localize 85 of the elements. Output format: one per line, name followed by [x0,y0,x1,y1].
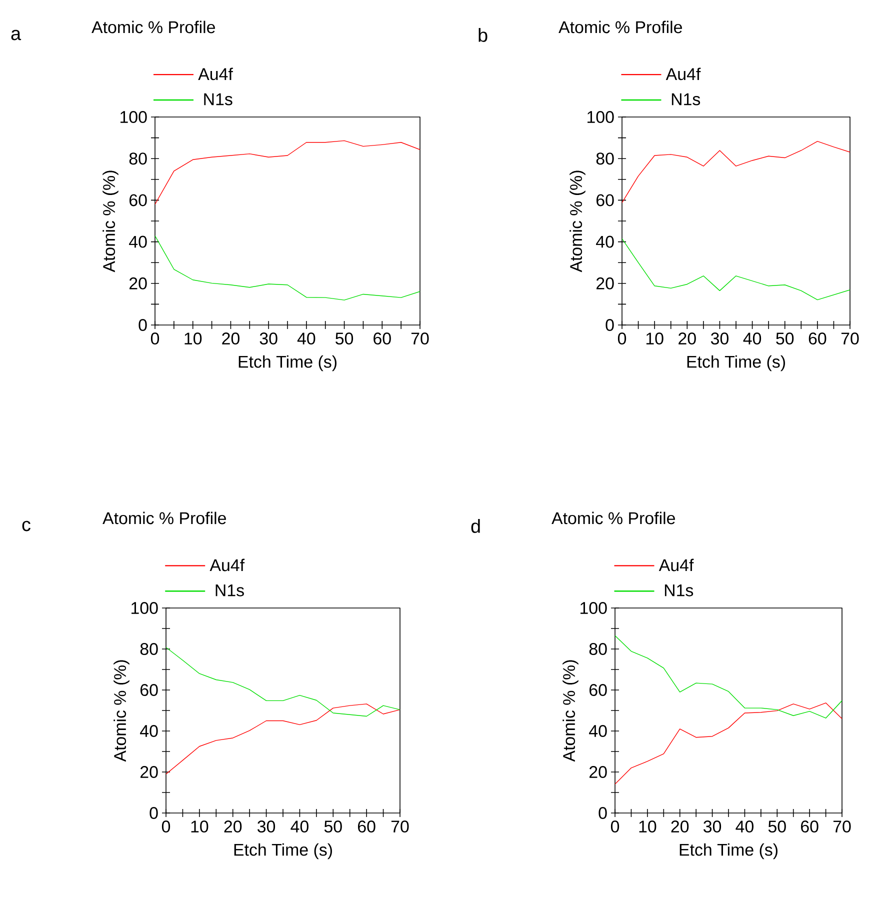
line-series [615,702,842,784]
line-series [155,235,420,300]
y-tick-label: 20 [130,277,147,290]
legend-title: Atomic % Profile [552,512,675,524]
y-tick-label: 0 [606,319,614,332]
chart-title: a [11,30,22,40]
chart-title: d [471,519,480,533]
x-tick-label: 0 [162,820,170,833]
legend-title: Atomic % Profile [92,20,215,34]
line-series [155,140,420,205]
x-tick-label: 50 [324,820,342,833]
x-tick-label: 60 [808,332,826,345]
x-axis-title: Etch Time (s) [238,355,336,372]
y-tick-label: 80 [589,643,607,656]
x-tick-label: 30 [710,332,728,345]
x-tick-label: 10 [191,820,208,833]
y-tick-label: 80 [129,152,147,165]
y-tick-label: 40 [596,236,614,248]
x-axis-title: Etch Time (s) [680,843,778,860]
x-tick-label: 50 [768,820,786,833]
y-tick-label: 100 [120,111,147,124]
y-axis-title: Atomic % (%) [102,170,118,272]
y-tick-label: 100 [132,602,158,614]
y-tick-label: 60 [140,684,158,696]
x-tick-label: 40 [736,820,754,833]
y-tick-label: 80 [596,152,614,165]
x-tick-label: 70 [411,332,429,345]
chart-title: b [478,28,488,42]
y-tick-label: 40 [589,725,607,738]
x-tick-label: 10 [184,332,202,345]
y-tick-label: 80 [140,643,158,656]
legend-label: Au4f [658,558,694,572]
legend-label: N1s [204,93,232,106]
x-tick-label: 40 [297,332,316,345]
x-tick-label: 0 [618,332,626,345]
legend-label: Au4f [210,558,245,572]
legend-title: Atomic % Profile [558,20,682,34]
x-tick-label: 10 [639,820,656,833]
legend-label: N1s [216,584,244,596]
x-tick-label: 30 [258,820,276,833]
x-tick-label: 30 [704,820,722,833]
line-series [615,635,842,718]
x-tick-label: 50 [776,332,794,345]
line-series [166,704,400,774]
y-tick-label: 20 [596,277,614,290]
x-tick-label: 20 [224,820,242,833]
y-tick-label: 40 [140,725,158,738]
y-tick-label: 0 [150,807,158,820]
chart-title: c [22,520,30,532]
legend-label: N1s [664,584,694,596]
x-tick-label: 70 [833,820,851,833]
y-tick-label: 60 [590,684,607,696]
x-tick-label: 10 [646,332,664,345]
x-tick-label: 20 [671,820,689,833]
x-tick-label: 40 [290,820,308,833]
y-axis-title: Atomic % (%) [570,170,586,272]
y-tick-label: 60 [596,194,614,206]
x-tick-label: 20 [678,332,696,345]
legend-title: Atomic % Profile [102,512,226,524]
y-tick-label: 20 [590,766,607,778]
x-tick-label: 70 [391,820,409,833]
x-axis-title: Etch Time (s) [234,843,332,860]
legend-label: N1s [672,93,700,106]
y-tick-label: 100 [588,111,614,124]
y-tick-label: 60 [130,194,147,206]
line-series [166,647,400,717]
line-series [622,140,850,204]
y-tick-label: 0 [138,319,147,332]
x-tick-label: 60 [801,820,818,833]
y-tick-label: 20 [140,766,158,778]
x-tick-label: 50 [336,332,354,345]
x-tick-label: 40 [743,332,762,345]
y-tick-label: 40 [129,236,147,248]
y-axis-title: Atomic % (%) [562,660,578,762]
x-axis-title: Etch Time (s) [687,355,785,372]
x-tick-label: 60 [358,820,376,833]
legend-label: Au4f [666,68,701,80]
x-tick-label: 20 [222,332,240,345]
x-tick-label: 60 [374,332,391,345]
y-tick-label: 100 [580,602,607,614]
x-tick-label: 70 [841,332,859,345]
y-tick-label: 0 [598,807,607,820]
x-tick-label: 30 [260,332,278,345]
y-axis-title: Atomic % (%) [114,660,130,762]
legend-label: Au4f [198,68,233,80]
